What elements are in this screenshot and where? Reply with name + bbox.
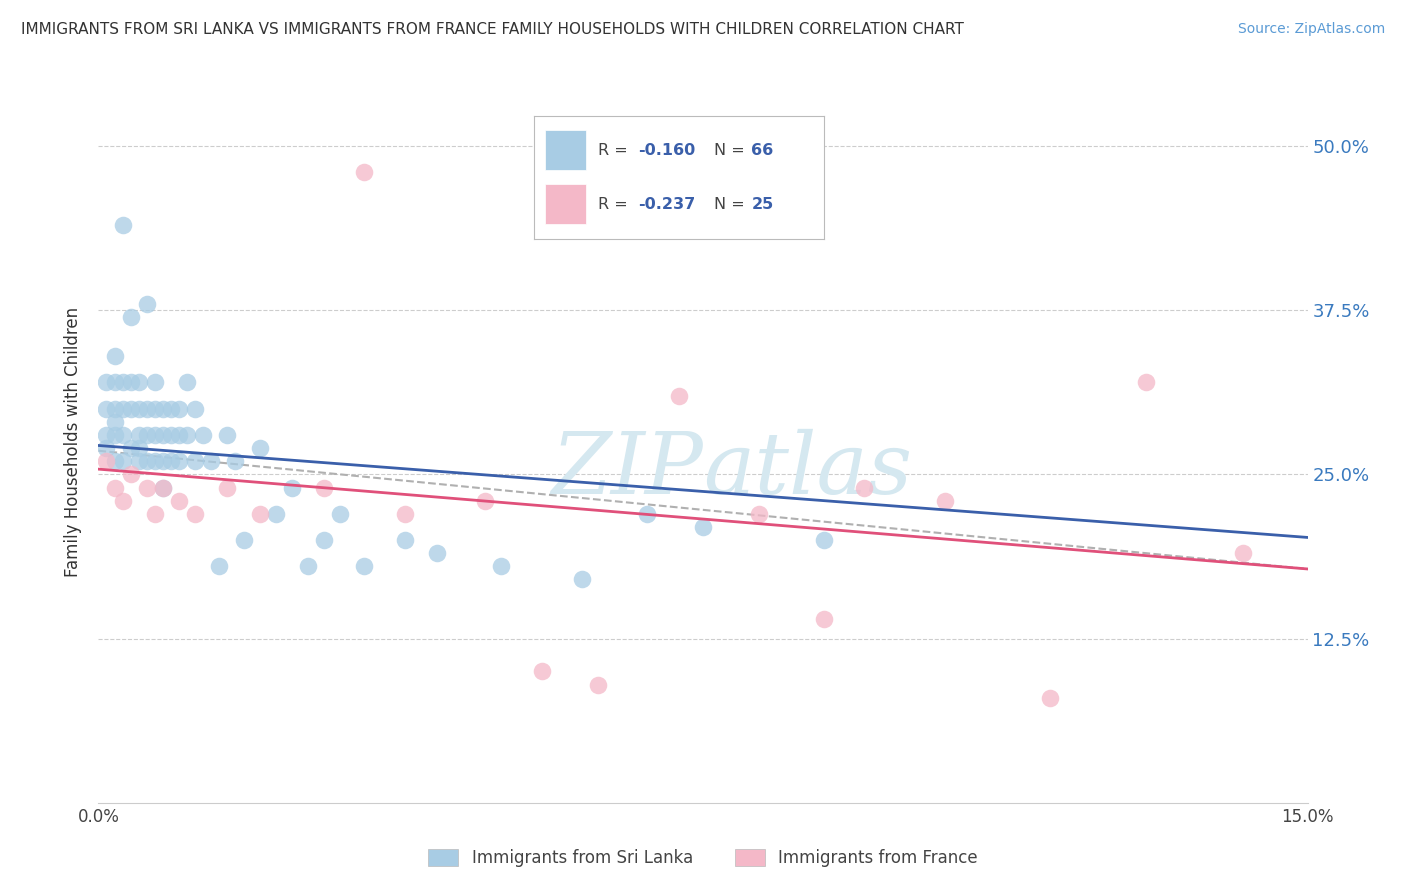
Point xyxy=(224,454,246,468)
Point xyxy=(167,454,190,468)
Point xyxy=(128,428,150,442)
Point xyxy=(692,520,714,534)
Point xyxy=(128,376,150,390)
Point xyxy=(530,665,553,679)
Point xyxy=(586,677,609,691)
Point xyxy=(200,454,222,468)
Point xyxy=(813,612,835,626)
Point xyxy=(491,559,513,574)
Point xyxy=(120,376,142,390)
Text: Source: ZipAtlas.com: Source: ZipAtlas.com xyxy=(1237,22,1385,37)
Point xyxy=(160,401,183,416)
Point xyxy=(160,454,183,468)
Point xyxy=(135,401,157,416)
Point xyxy=(96,401,118,416)
Point xyxy=(120,441,142,455)
Point xyxy=(249,441,271,455)
Point xyxy=(135,454,157,468)
Point xyxy=(353,559,375,574)
Text: atlas: atlas xyxy=(703,429,912,512)
Point xyxy=(120,310,142,324)
Point xyxy=(748,507,770,521)
Point xyxy=(96,428,118,442)
Point xyxy=(96,376,118,390)
Point xyxy=(128,401,150,416)
Text: ZIP: ZIP xyxy=(551,429,703,512)
Point xyxy=(353,165,375,179)
Point xyxy=(103,454,125,468)
Point xyxy=(636,507,658,521)
Point xyxy=(143,376,166,390)
Point xyxy=(152,481,174,495)
Point xyxy=(103,401,125,416)
Point xyxy=(103,349,125,363)
Point xyxy=(120,401,142,416)
Point xyxy=(934,493,956,508)
Point xyxy=(394,507,416,521)
Point xyxy=(111,376,134,390)
Point xyxy=(167,493,190,508)
Point xyxy=(103,428,125,442)
Point xyxy=(128,454,150,468)
Point xyxy=(281,481,304,495)
Text: IMMIGRANTS FROM SRI LANKA VS IMMIGRANTS FROM FRANCE FAMILY HOUSEHOLDS WITH CHILD: IMMIGRANTS FROM SRI LANKA VS IMMIGRANTS … xyxy=(21,22,965,37)
Point xyxy=(184,507,207,521)
Point xyxy=(152,454,174,468)
Point xyxy=(249,507,271,521)
Point xyxy=(1232,546,1254,560)
Point xyxy=(96,454,118,468)
Point xyxy=(176,376,198,390)
Point xyxy=(1135,376,1157,390)
Point xyxy=(668,388,690,402)
Point xyxy=(103,376,125,390)
Point xyxy=(111,401,134,416)
Point xyxy=(217,428,239,442)
Point xyxy=(143,428,166,442)
Point xyxy=(813,533,835,547)
Point xyxy=(160,428,183,442)
Point xyxy=(1039,690,1062,705)
Point xyxy=(394,533,416,547)
Point xyxy=(96,441,118,455)
Point xyxy=(474,493,496,508)
Point xyxy=(143,401,166,416)
Point xyxy=(120,467,142,482)
Point xyxy=(167,401,190,416)
Point xyxy=(135,481,157,495)
Point xyxy=(143,454,166,468)
Point xyxy=(167,428,190,442)
Point xyxy=(193,428,215,442)
Point xyxy=(135,428,157,442)
Point xyxy=(152,481,174,495)
Point xyxy=(143,507,166,521)
Point xyxy=(853,481,876,495)
Point xyxy=(184,401,207,416)
Point xyxy=(208,559,231,574)
Point xyxy=(571,573,593,587)
Point xyxy=(103,415,125,429)
Point xyxy=(111,218,134,232)
Point xyxy=(111,493,134,508)
Point xyxy=(329,507,352,521)
Point xyxy=(426,546,449,560)
Point xyxy=(184,454,207,468)
Point xyxy=(314,533,336,547)
Point xyxy=(152,428,174,442)
Point xyxy=(217,481,239,495)
Point xyxy=(176,428,198,442)
Point xyxy=(264,507,287,521)
Y-axis label: Family Households with Children: Family Households with Children xyxy=(65,307,83,576)
Point xyxy=(152,401,174,416)
Point xyxy=(232,533,254,547)
Point xyxy=(135,296,157,310)
Point xyxy=(111,454,134,468)
Point xyxy=(128,441,150,455)
Point xyxy=(297,559,319,574)
Point xyxy=(103,481,125,495)
Point xyxy=(314,481,336,495)
Point xyxy=(111,428,134,442)
Legend: Immigrants from Sri Lanka, Immigrants from France: Immigrants from Sri Lanka, Immigrants fr… xyxy=(422,842,984,874)
